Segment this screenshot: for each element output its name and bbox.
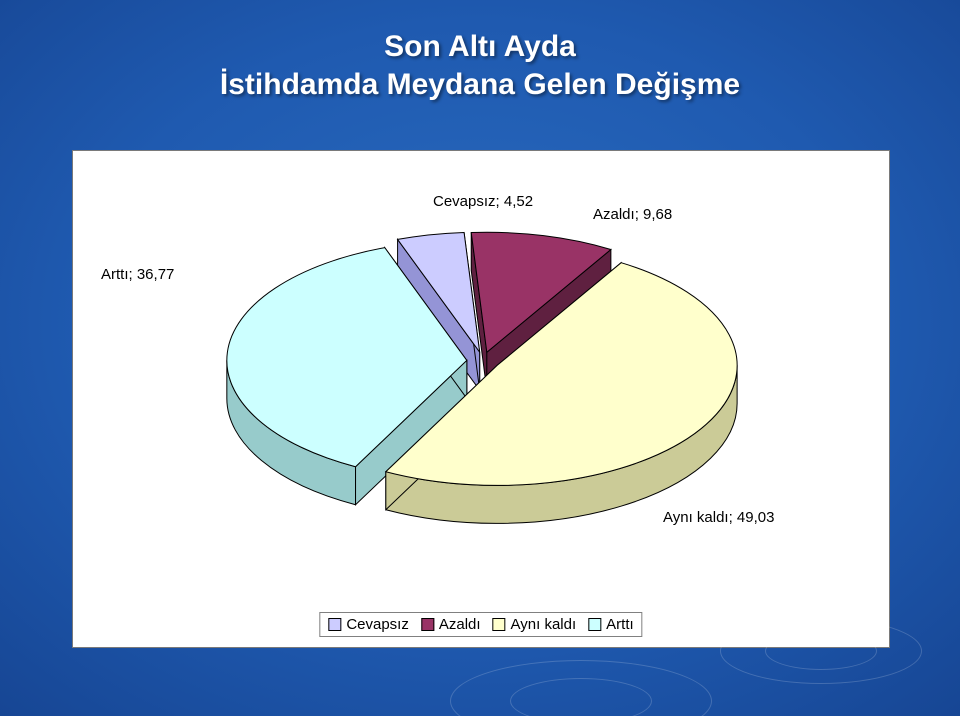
- label-cevapsiz: Cevapsız; 4,52: [433, 193, 533, 210]
- chart-panel: Cevapsız; 4,52 Azaldı; 9,68 Aynı kaldı; …: [72, 150, 890, 648]
- legend-item-aynı-kaldı: Aynı kaldı: [493, 616, 577, 633]
- legend-item-arttı: Arttı: [588, 616, 634, 633]
- title-line1: Son Altı Ayda: [384, 30, 576, 63]
- ripple: [510, 678, 652, 716]
- legend-swatch: [493, 618, 506, 631]
- legend-label: Cevapsız: [346, 616, 409, 633]
- chart-area: Cevapsız; 4,52 Azaldı; 9,68 Aynı kaldı; …: [73, 151, 889, 647]
- slide: Son Altı Ayda İstihdamda Meydana Gelen D…: [0, 0, 960, 716]
- legend-swatch: [588, 618, 601, 631]
- legend-swatch: [421, 618, 434, 631]
- legend-swatch: [328, 618, 341, 631]
- slide-title: Son Altı Ayda İstihdamda Meydana Gelen D…: [0, 28, 960, 103]
- label-azaldi: Azaldı; 9,68: [593, 206, 672, 223]
- legend-item-azaldı: Azaldı: [421, 616, 481, 633]
- label-artti: Arttı; 36,77: [101, 266, 174, 283]
- legend-label: Arttı: [606, 616, 634, 633]
- ripple: [450, 660, 712, 716]
- legend-label: Azaldı: [439, 616, 481, 633]
- title-line2: İstihdamda Meydana Gelen Değişme: [220, 68, 740, 101]
- label-ayni-kaldi: Aynı kaldı; 49,03: [663, 509, 774, 526]
- legend: Cevapsız Azaldı Aynı kaldı Arttı: [319, 612, 642, 637]
- legend-item-cevapsız: Cevapsız: [328, 616, 409, 633]
- legend-label: Aynı kaldı: [511, 616, 577, 633]
